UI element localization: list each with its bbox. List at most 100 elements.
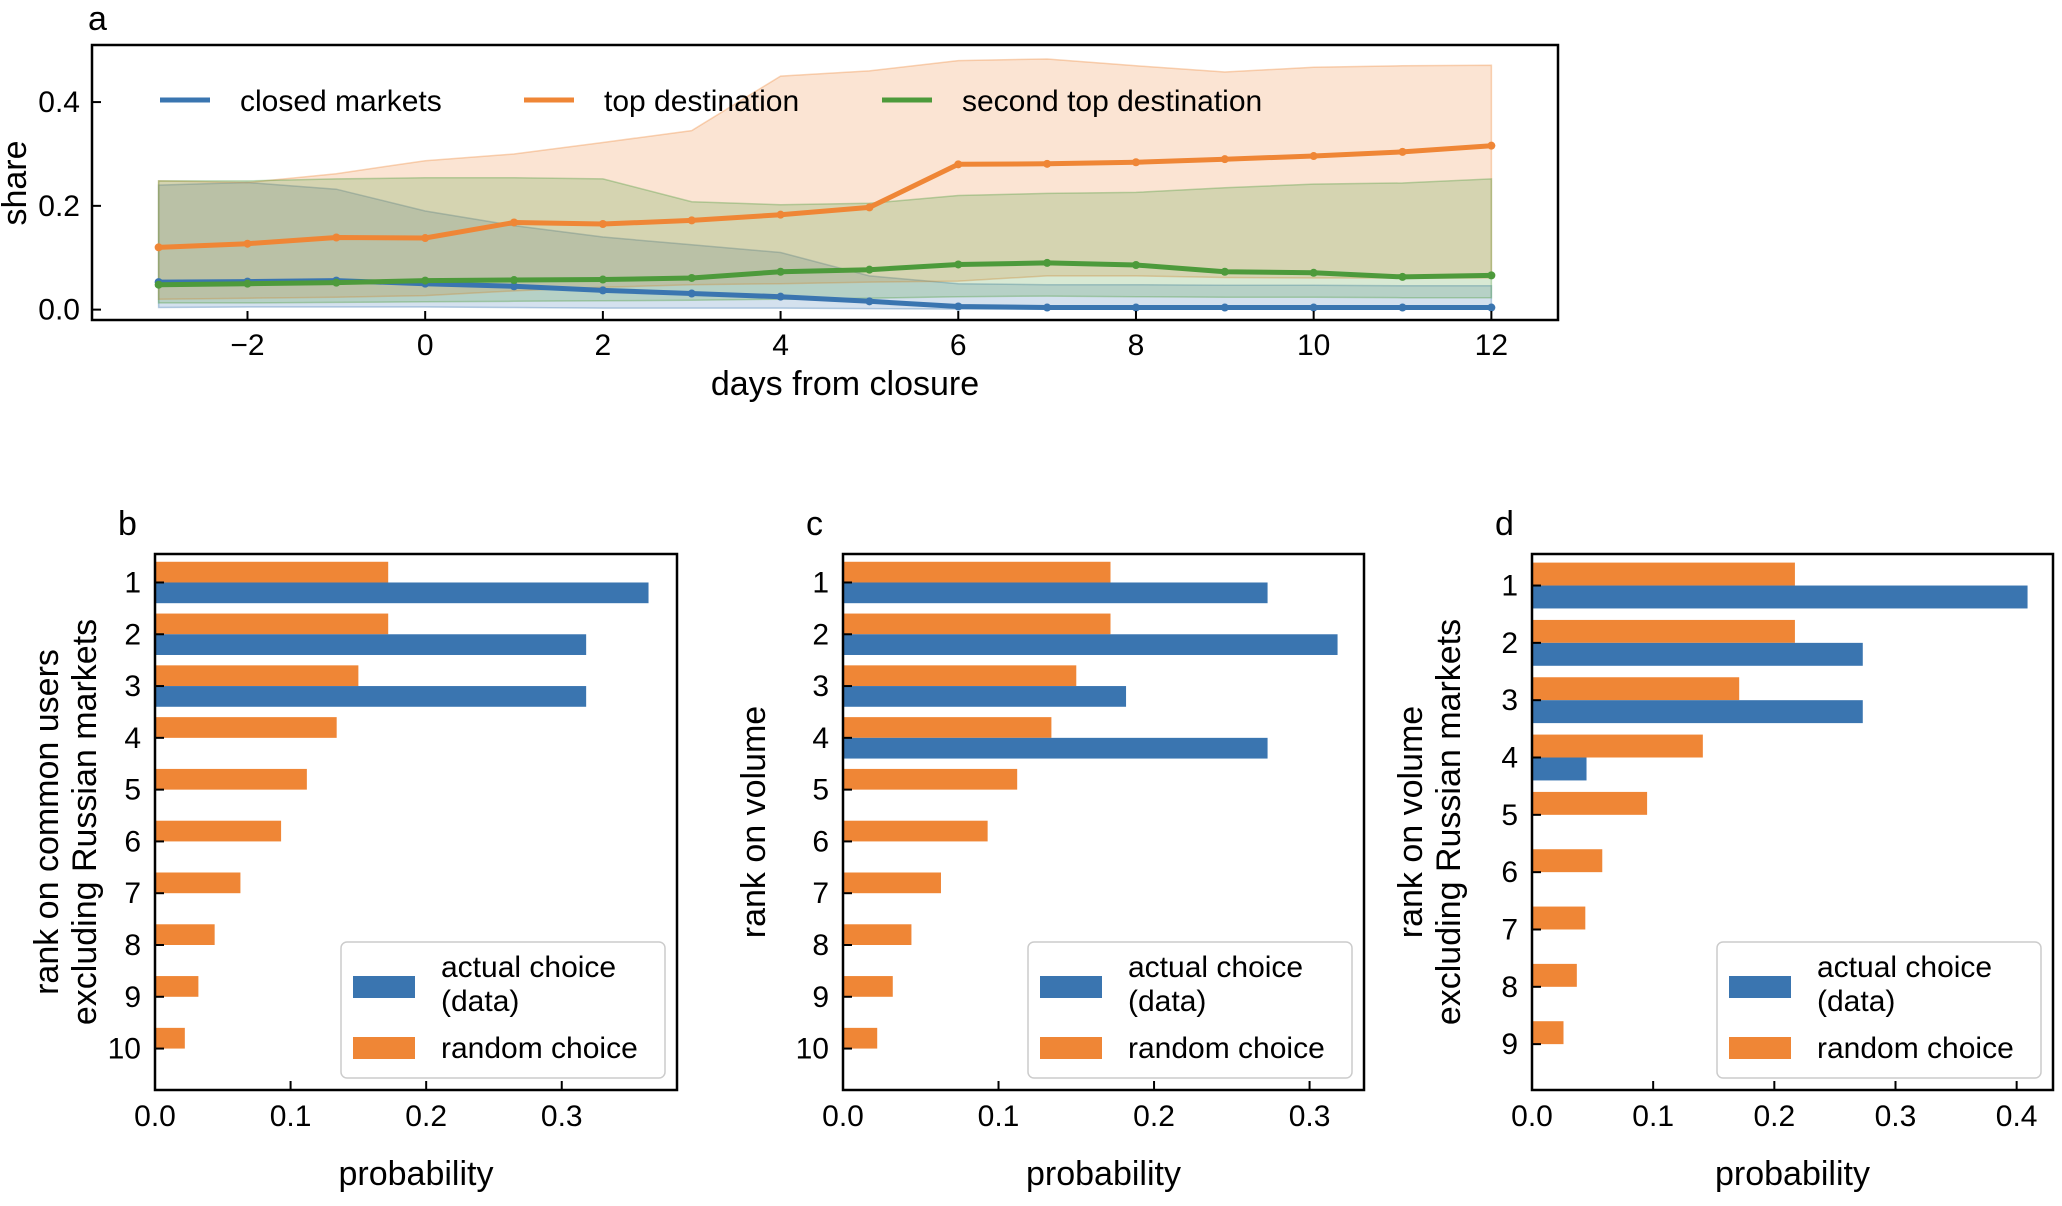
point-second <box>598 275 607 284</box>
panel-c: c 1 2 3 4 5 6 7 8 9 10 0.0 0.1 0.2 0.3 probability rank … <box>735 505 1366 1193</box>
point-second <box>1309 268 1318 277</box>
y-tick-label-c: 9 <box>812 981 829 1014</box>
y-tick-label-c: 8 <box>812 929 829 962</box>
x-tick-label-d: 0.3 <box>1875 1100 1917 1133</box>
point-closed <box>1309 303 1318 312</box>
bar-random <box>1532 963 1577 987</box>
x-tick-label-d: 0.0 <box>1511 1100 1553 1133</box>
point-top <box>1131 158 1140 167</box>
y-tick-label-b: 6 <box>124 825 141 858</box>
bar-random <box>155 561 389 583</box>
y-tick-label-b: 8 <box>124 929 141 962</box>
bar-random <box>1532 1021 1564 1045</box>
bar-random <box>155 820 282 842</box>
line-second <box>158 260 1492 288</box>
panel-a: a −2 0 2 4 6 8 10 12 0.0 0.2 0.4 days from closure sh… <box>0 0 1560 403</box>
y-tick-label-d: 5 <box>1501 799 1518 832</box>
point-closed <box>1398 303 1407 312</box>
bar-actual <box>843 686 1127 707</box>
panel-label-b: b <box>118 505 137 543</box>
point-top <box>1220 155 1229 164</box>
y-tick-label-d: 7 <box>1501 913 1518 946</box>
x-tick-label-a: 8 <box>1128 329 1145 362</box>
bar-random <box>155 768 307 790</box>
x-tick-label-a: 4 <box>772 329 789 362</box>
y-tick-label-b: 3 <box>124 670 141 703</box>
y-tick-label-b: 1 <box>124 566 141 599</box>
y-tick-label-b: 10 <box>108 1033 141 1066</box>
y-tick-label-c: 7 <box>812 877 829 910</box>
point-second <box>1131 261 1140 269</box>
bar-actual <box>843 737 1268 759</box>
y-tick-label-a: 0.4 <box>38 86 80 119</box>
legend-swatch-actual <box>1040 976 1102 998</box>
x-tick-label-b: 0.3 <box>541 1100 583 1133</box>
bar-random <box>843 820 988 842</box>
x-axis-label-c: probability <box>1026 1155 1181 1193</box>
y-tick-label-c: 5 <box>812 774 829 807</box>
legend-label-actual: actual choice <box>1817 951 1992 984</box>
legend-swatch-actual <box>1729 976 1791 998</box>
y-tick-label-c: 10 <box>796 1033 829 1066</box>
bar-actual <box>155 582 649 604</box>
legend-swatch-random <box>353 1037 415 1059</box>
legend-label-top: top destination <box>604 85 799 118</box>
axes-frame-b <box>153 552 679 1092</box>
y-tick-label-d: 1 <box>1501 570 1518 603</box>
bar-random <box>155 924 215 945</box>
y-tick-label-b: 2 <box>124 618 141 651</box>
point-top <box>687 216 696 225</box>
point-top <box>598 220 607 229</box>
y-axis-label-b: rank on common users <box>28 649 66 995</box>
x-axis-label-d: probability <box>1715 1155 1870 1193</box>
bar-random <box>843 872 941 894</box>
bar-random <box>843 561 1111 583</box>
point-second <box>1220 267 1229 276</box>
x-tick-label-b: 0.2 <box>405 1100 447 1133</box>
y-tick-label-c: 3 <box>812 670 829 703</box>
y-axis-label-c: rank on volume <box>735 706 773 938</box>
x-tick-label-b: 0.1 <box>270 1100 312 1133</box>
legend-box-d <box>1716 941 2042 1079</box>
bar-random <box>155 872 241 894</box>
x-tick-label-a: 12 <box>1475 329 1508 362</box>
bar-random <box>1532 791 1648 815</box>
x-axis-label-b: probability <box>339 1155 494 1193</box>
bar-random <box>1532 849 1603 873</box>
point-second <box>1487 271 1496 280</box>
y-axis-label-d: rank on volume <box>1392 706 1430 938</box>
legend-label-actual: actual choice <box>1128 951 1303 984</box>
y-tick-label-c: 2 <box>812 618 829 651</box>
y-tick-label-c: 1 <box>812 566 829 599</box>
point-top <box>1309 152 1318 161</box>
legend-label-second: second top destination <box>962 85 1262 118</box>
bar-actual <box>155 634 587 655</box>
bar-random <box>843 768 1018 790</box>
point-top <box>1487 141 1496 150</box>
y-tick-label-b: 4 <box>124 722 141 755</box>
y-tick-label-d: 6 <box>1501 856 1518 889</box>
bar-random <box>843 717 1052 738</box>
point-second <box>243 279 252 288</box>
bar-random <box>155 665 359 687</box>
point-top <box>154 243 163 252</box>
point-top <box>776 210 785 219</box>
y-axis-label-b: excluding Russian markets <box>66 619 104 1025</box>
bar-random <box>843 976 893 997</box>
point-closed <box>1220 303 1229 312</box>
x-tick-label-d: 0.1 <box>1632 1100 1674 1133</box>
axes-frame-a <box>90 43 1560 322</box>
point-closed <box>1043 303 1052 312</box>
x-tick-label-a: 2 <box>595 329 612 362</box>
x-tick-label-c: 0.3 <box>1289 1100 1331 1133</box>
bar-random <box>1532 734 1703 758</box>
bar-random <box>155 613 389 635</box>
panel-label-a: a <box>88 0 107 38</box>
x-tick-label-c: 0.2 <box>1133 1100 1175 1133</box>
point-second <box>510 276 519 285</box>
y-tick-label-c: 4 <box>812 722 829 755</box>
panel-d: d 1 2 3 4 5 6 7 8 9 0.0 0.1 0.2 0.3 0.4 probability rank… <box>1392 505 2055 1193</box>
bar-actual <box>1532 642 1863 666</box>
point-closed <box>1487 303 1496 312</box>
x-tick-label-a: 10 <box>1297 329 1330 362</box>
